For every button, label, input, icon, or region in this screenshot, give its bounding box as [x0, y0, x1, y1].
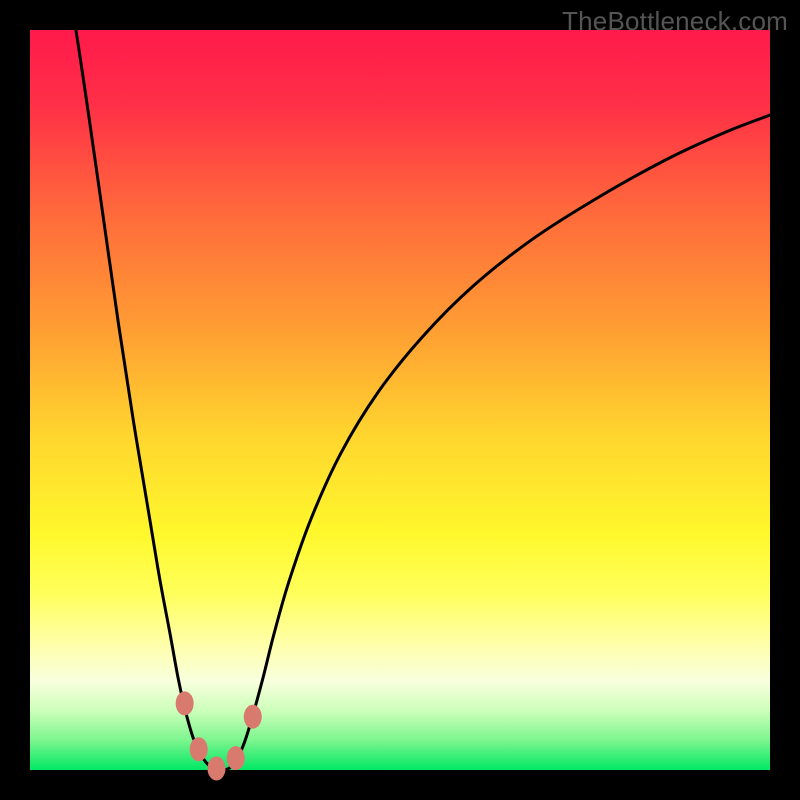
watermark-text: TheBottleneck.com	[562, 6, 788, 37]
marker-point	[227, 746, 245, 770]
marker-point	[244, 705, 262, 729]
chart-container: TheBottleneck.com	[0, 0, 800, 800]
marker-point	[207, 757, 225, 781]
marker-point	[176, 691, 194, 715]
plot-background	[30, 30, 770, 770]
marker-point	[190, 737, 208, 761]
bottleneck-chart	[0, 0, 800, 800]
